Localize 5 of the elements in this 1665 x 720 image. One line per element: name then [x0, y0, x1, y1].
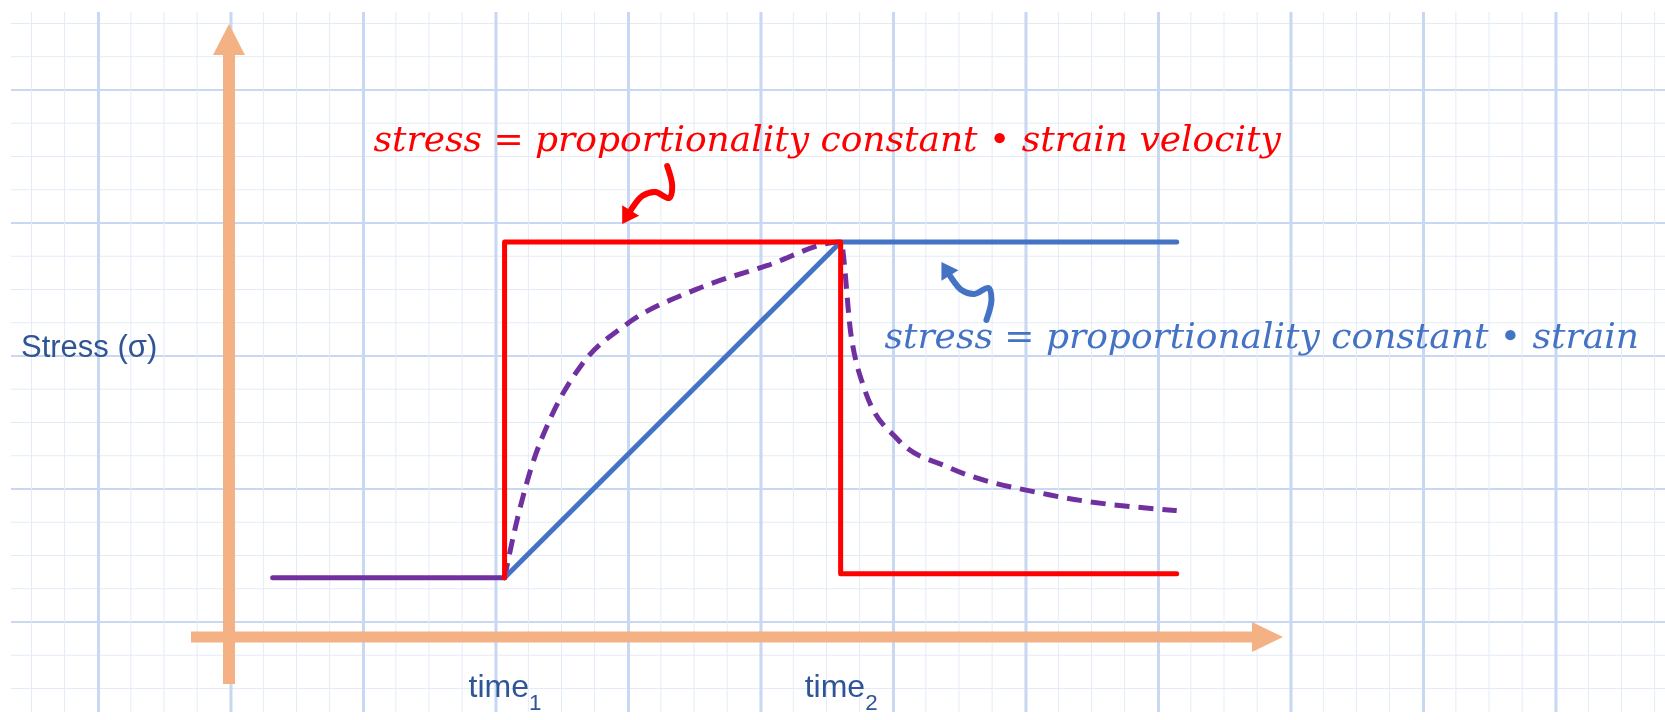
annotation: stress = proportionality constant • strain: [884, 315, 1639, 356]
x-tick-label: time$_{2}$: [804, 667, 878, 715]
x-tick-label: time$_{1}$: [468, 667, 542, 715]
annotation: stress = proportionality constant • strain velocity: [373, 118, 1282, 159]
y-axis-title: Stress (σ): [21, 329, 158, 365]
